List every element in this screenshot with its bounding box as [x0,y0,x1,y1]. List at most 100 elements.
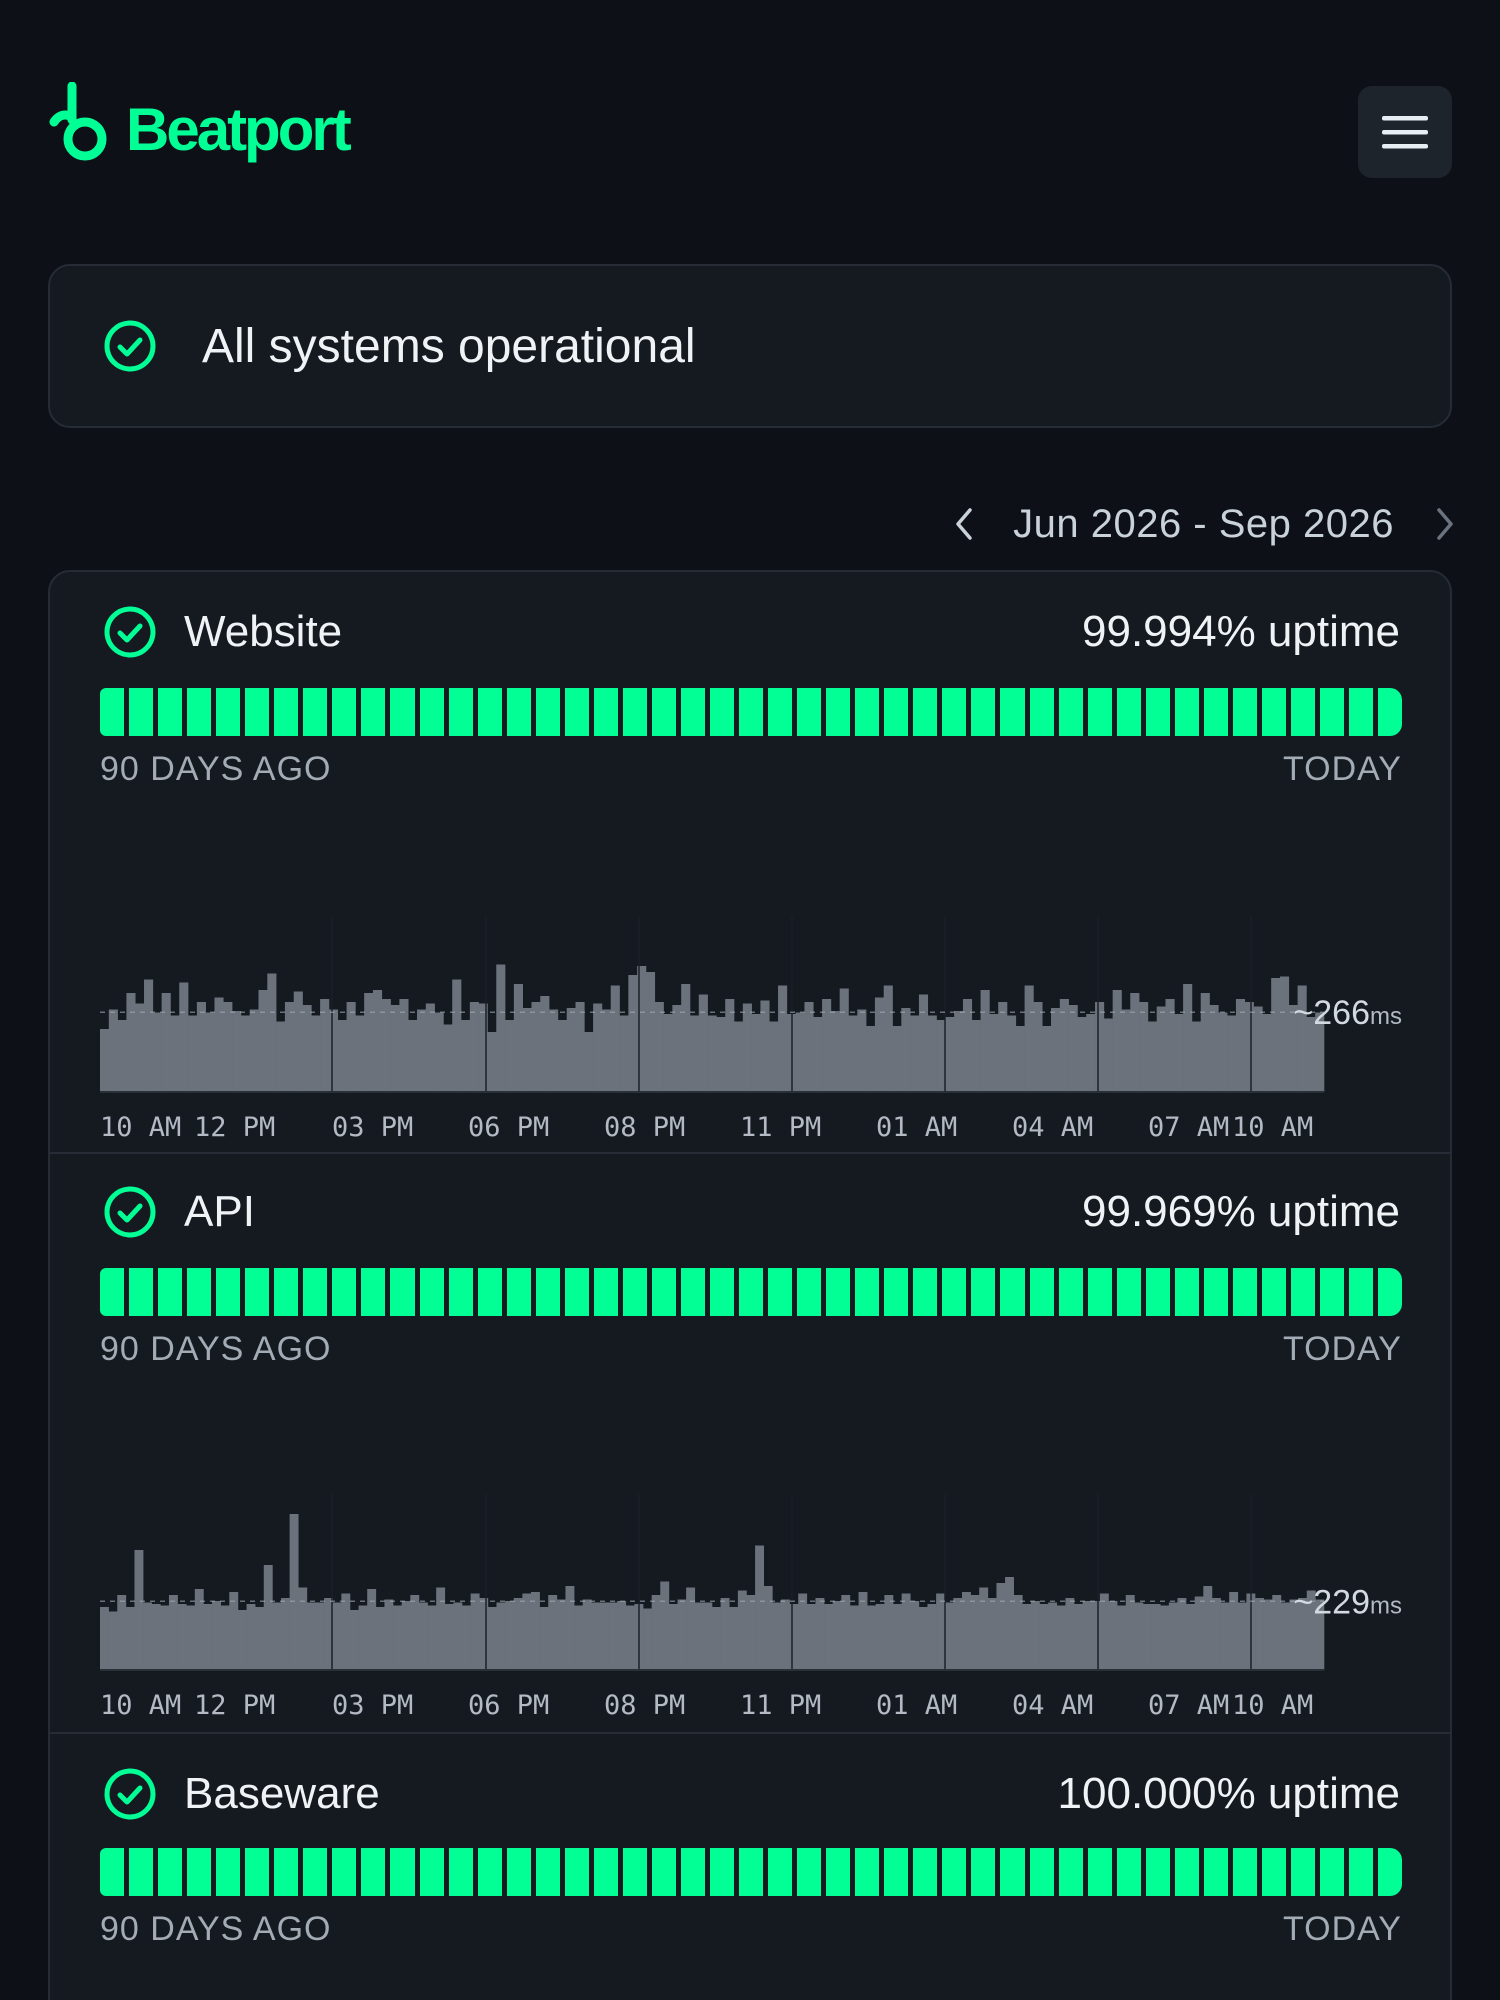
response-time-bar[interactable] [996,1583,1006,1670]
response-time-bar[interactable] [910,1601,920,1670]
uptime-day-bar[interactable] [1000,1848,1025,1896]
response-time-bar[interactable] [302,1005,312,1092]
response-time-bar[interactable] [663,1014,673,1092]
response-time-bar[interactable] [1220,1602,1230,1671]
response-time-bar[interactable] [824,1604,833,1670]
response-time-bar[interactable] [962,999,973,1092]
response-time-bar[interactable] [901,1593,911,1671]
uptime-day-bar[interactable] [622,1848,647,1896]
response-time-bar[interactable] [628,975,638,1092]
response-time-bar[interactable] [874,997,885,1093]
response-time-bar[interactable] [367,1589,377,1670]
uptime-day-bar[interactable] [1349,1848,1374,1896]
uptime-day-bar[interactable] [709,1268,735,1316]
response-time-bar[interactable] [637,966,647,1092]
response-time-bar[interactable] [742,1003,752,1093]
uptime-day-bar[interactable] [245,1848,270,1896]
response-time-bar[interactable] [619,1015,629,1093]
response-time-bar[interactable] [284,1002,295,1092]
uptime-day-bar[interactable] [274,688,299,736]
response-time-bar[interactable] [557,1020,568,1092]
uptime-day-bar[interactable] [651,1848,676,1896]
response-time-bar[interactable] [832,1601,842,1670]
uptime-day-bar[interactable] [768,1848,793,1896]
uptime-day-bar[interactable] [622,1268,647,1316]
uptime-day-bar[interactable] [361,1268,386,1316]
uptime-day-bar[interactable] [680,1268,705,1316]
uptime-day-bar[interactable] [129,688,154,736]
response-time-bar[interactable] [539,1607,549,1670]
response-time-bar[interactable] [496,1602,506,1671]
brand-logo[interactable]: Beatport [48,82,352,164]
response-time-bar[interactable] [263,1565,273,1670]
response-time-bar[interactable] [487,1607,497,1670]
uptime-day-bar[interactable] [332,688,357,736]
response-time-bar[interactable] [1121,1009,1131,1093]
response-time-bar[interactable] [240,1015,250,1093]
response-time-bar[interactable] [496,964,506,1093]
uptime-day-bar[interactable] [1203,1268,1228,1316]
response-time-bar[interactable] [1227,1015,1237,1093]
uptime-day-bar[interactable] [506,1848,531,1896]
uptime-day-bar[interactable] [1174,1848,1199,1896]
uptime-day-bar[interactable] [1349,688,1374,736]
uptime-day-bar[interactable] [564,688,589,736]
response-time-bar[interactable] [1315,1599,1325,1671]
response-time-bar[interactable] [1065,1598,1075,1670]
uptime-day-bar[interactable] [1145,1848,1170,1896]
response-time-bar[interactable] [1130,993,1140,1092]
response-time-bar[interactable] [232,1011,242,1092]
uptime-day-bar[interactable] [390,1848,415,1896]
response-time-bar[interactable] [417,1009,427,1093]
response-time-bar[interactable] [1112,990,1122,1092]
uptime-day-bar[interactable] [332,1848,357,1896]
response-time-bar[interactable] [151,1604,161,1670]
response-time-bar[interactable] [434,1012,444,1093]
response-time-bar[interactable] [188,1015,198,1093]
response-time-bar[interactable] [970,1595,980,1670]
response-time-bar[interactable] [1022,1604,1032,1670]
response-time-bar[interactable] [1271,978,1281,1092]
response-time-bar[interactable] [311,1015,321,1093]
response-time-bar[interactable] [806,1604,816,1670]
response-time-bar[interactable] [276,1021,286,1093]
uptime-day-bar[interactable] [100,1848,125,1896]
response-time-bar[interactable] [763,1586,773,1670]
response-time-bar[interactable] [513,1598,523,1670]
uptime-day-bar[interactable] [1000,1268,1025,1316]
uptime-day-bar[interactable] [1116,1848,1141,1896]
uptime-day-bar[interactable] [477,688,502,736]
uptime-day-bar[interactable] [1261,688,1286,736]
response-time-bar[interactable] [883,985,893,1093]
response-time-bar[interactable] [298,1587,308,1671]
response-time-bar[interactable] [1315,1012,1325,1093]
response-time-bar[interactable] [337,1020,347,1092]
response-time-bar[interactable] [170,1015,180,1093]
response-time-bar[interactable] [126,993,136,1092]
response-time-bar[interactable] [144,979,154,1093]
uptime-day-bar[interactable] [826,688,851,736]
uptime-day-bar[interactable] [622,688,647,736]
response-time-bar[interactable] [645,972,656,1092]
response-time-bar[interactable] [677,1599,687,1671]
response-time-bar[interactable] [1165,999,1175,1092]
response-time-bar[interactable] [306,1602,316,1671]
response-time-bar[interactable] [1298,1598,1308,1670]
uptime-day-bar[interactable] [768,688,793,736]
uptime-day-bar[interactable] [419,1848,444,1896]
response-time-bar[interactable] [117,1595,127,1670]
response-time-bar[interactable] [893,1604,902,1670]
response-time-bar[interactable] [1134,1602,1144,1671]
uptime-day-bar[interactable] [187,1848,212,1896]
uptime-day-bar[interactable] [1319,1268,1345,1316]
response-time-bar[interactable] [936,1020,946,1092]
response-time-bar[interactable] [1160,1605,1170,1671]
uptime-day-bar[interactable] [187,1268,212,1316]
response-time-bar[interactable] [848,1015,858,1093]
response-time-bar[interactable] [789,1604,799,1670]
response-time-bar[interactable] [1156,1006,1166,1093]
response-time-bar[interactable] [530,1592,540,1670]
response-time-bar[interactable] [168,1595,178,1670]
response-time-bar[interactable] [1229,1592,1239,1670]
uptime-day-bar[interactable] [245,1268,270,1316]
